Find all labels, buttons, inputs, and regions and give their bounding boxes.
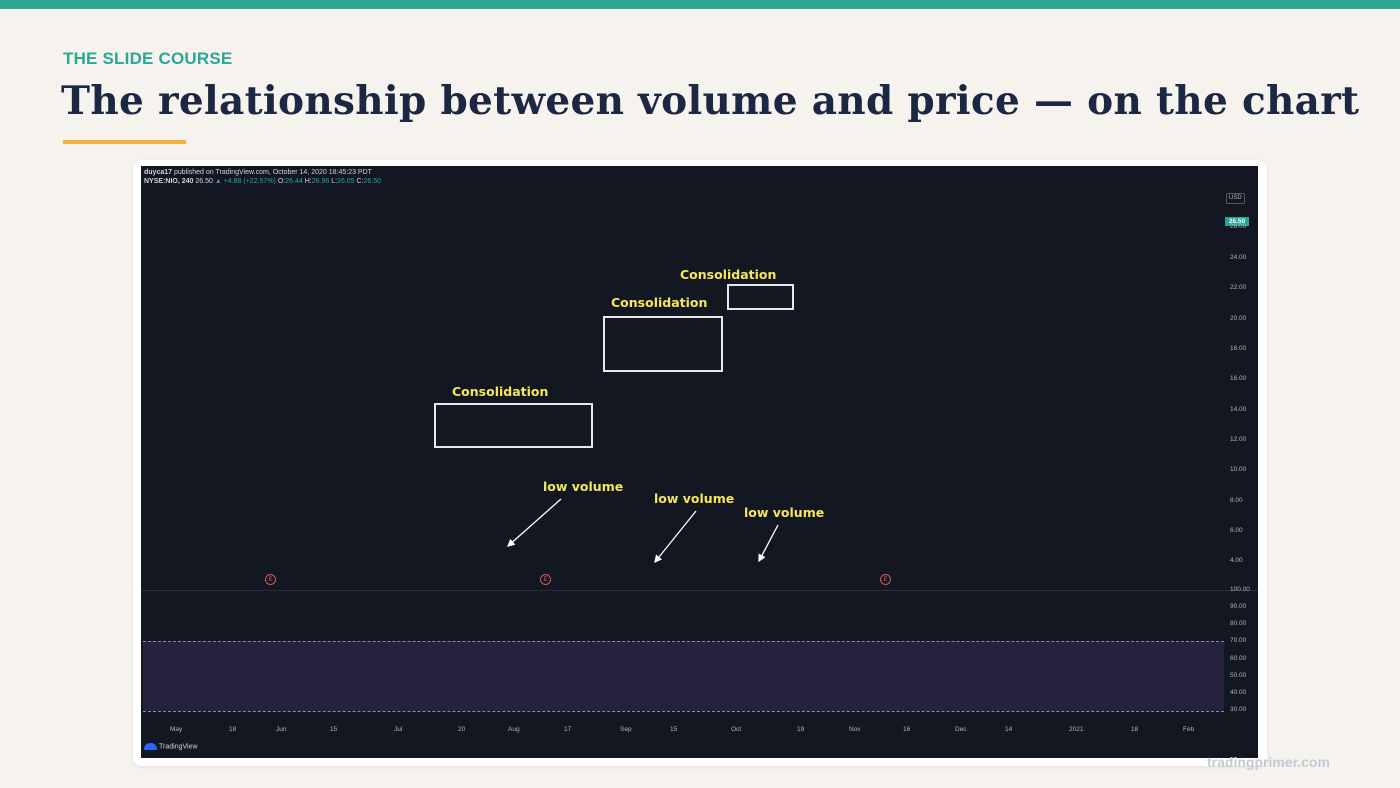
consolidation-label: Consolidation [452,384,549,399]
title-underline [63,140,186,144]
symbol: NYSE:NIO, 240 [144,178,194,185]
top-accent-bar [0,0,1400,9]
price-label: 26.00 [1230,223,1247,230]
rsi-label: 90.00 [1230,603,1247,610]
low-volume-label: low volume [543,479,624,494]
price-label: 20.00 [1230,315,1247,322]
earnings-marker[interactable]: E [265,574,276,585]
consolidation-label: Consolidation [680,267,777,282]
rsi-label: 40.00 [1230,689,1247,696]
price-label: 24.00 [1230,254,1247,261]
site-watermark: tradingprimer.com [1207,754,1330,770]
publisher-name: duyca17 [144,169,173,176]
rsi-label: 60.00 [1230,655,1247,662]
price-volume-pane [143,189,1224,590]
time-label: 20 [458,726,466,733]
rsi-label: 30.00 [1230,706,1247,713]
price-label: 22.00 [1230,284,1247,291]
course-label: THE SLIDE COURSE [63,49,233,68]
pane-separator [141,590,1258,591]
slide-title: The relationship between volume and pric… [61,78,1360,124]
price-label: 4.00 [1230,557,1243,564]
earnings-marker[interactable]: E [540,574,551,585]
low-label: L: [331,178,338,185]
close-value: 26.50 [363,178,382,185]
consolidation-box [603,316,723,372]
rsi-lower-line [143,711,1224,712]
open-label: O: [277,178,286,185]
low-value: 26.05 [337,178,355,185]
cloud-icon [144,743,157,750]
price-label: 8.00 [1230,497,1243,504]
low-volume-label: low volume [744,505,825,520]
time-label: 19 [797,726,805,733]
time-label: Jul [394,726,403,733]
time-label: Jun [276,726,287,733]
time-label: Feb [1183,726,1195,733]
time-label: Oct [731,726,742,733]
high-label: H: [304,178,312,185]
open-value: 26.44 [285,178,303,185]
time-label: 15 [670,726,678,733]
price-label: 16.00 [1230,375,1247,382]
time-label: 18 [1131,726,1139,733]
time-label: 16 [903,726,911,733]
earnings-marker[interactable]: E [880,574,891,585]
tradingview-chart: duyca17 published on TradingView.com, Oc… [141,166,1258,758]
consolidation-box [727,284,794,310]
low-volume-label: low volume [654,491,735,506]
last-price-tag: 26.50 [1225,217,1249,226]
time-axis: May 18 Jun 15 Jul 20 Aug 17 Sep 15 Oct 1… [141,724,1224,738]
price-label: 14.00 [1230,406,1247,413]
price-label: 6.00 [1230,527,1243,534]
rsi-band [143,641,1224,711]
rsi-label: 80.00 [1230,620,1247,627]
time-label: May [170,726,183,733]
rsi-upper-line [143,641,1224,642]
rsi-label: 50.00 [1230,672,1247,679]
time-label: Nov [849,726,861,733]
time-label: 14 [1005,726,1013,733]
price-label: 18.00 [1230,345,1247,352]
last-value: 26.50 [195,178,213,185]
change-value: ▲ +4.88 (+22.57%) [214,178,276,185]
price-label: 12.00 [1230,436,1247,443]
tradingview-logo[interactable]: TradingView [144,743,198,750]
time-label: Aug [508,726,520,733]
price-label: 10.00 [1230,466,1247,473]
publish-info: duyca17 published on TradingView.com, Oc… [144,169,372,176]
logo-text: TradingView [159,743,198,751]
close-label: C: [356,178,364,185]
consolidation-box [434,403,593,448]
published-text: published on TradingView.com, October 14… [173,169,372,176]
rsi-label: 100.00 [1230,586,1250,593]
time-label: Sep [620,726,632,733]
consolidation-label: Consolidation [611,295,708,310]
time-label: 2021 [1069,726,1084,733]
currency-tag: USD [1226,193,1245,204]
high-value: 26.96 [311,178,330,185]
price-axis: 26.00 24.00 22.00 20.00 18.00 16.00 14.0… [1224,189,1258,724]
time-label: Dec [955,726,967,733]
symbol-info: NYSE:NIO, 240 26.50 ▲ +4.88 (+22.57%) O:… [144,178,381,185]
time-label: 17 [564,726,572,733]
time-label: 18 [229,726,237,733]
rsi-label: 70.00 [1230,637,1247,644]
time-label: 15 [330,726,338,733]
